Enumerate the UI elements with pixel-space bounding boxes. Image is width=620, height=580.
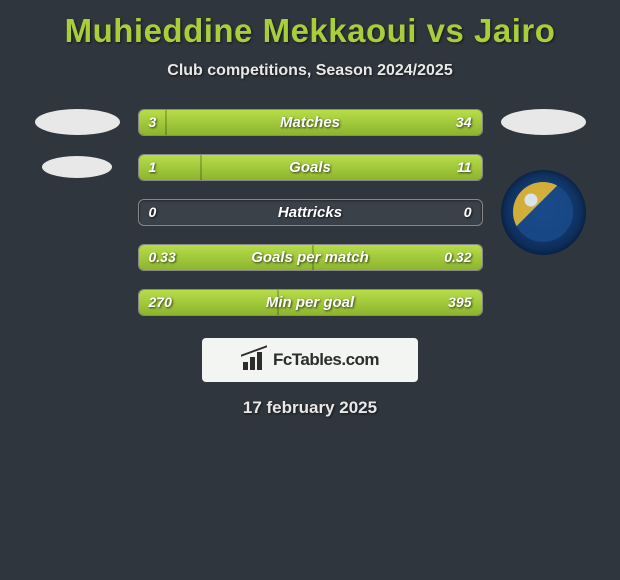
left-badge-slot	[35, 101, 120, 143]
stat-bar: 0.330.32Goals per match	[138, 244, 483, 271]
date-caption: 17 february 2025	[0, 398, 620, 418]
page-title: Muhieddine Mekkaoui vs Jairo	[0, 8, 620, 62]
brand-logo[interactable]: FcTables.com	[202, 338, 418, 382]
brand-text: FcTables.com	[273, 350, 379, 370]
comparison-panel: Muhieddine Mekkaoui vs Jairo Club compet…	[0, 0, 620, 418]
left-badge-slot	[35, 236, 120, 278]
stat-label: Matches	[139, 110, 482, 135]
stat-row: 334Matches	[0, 108, 620, 136]
stat-bar: 334Matches	[138, 109, 483, 136]
player-badge-left	[42, 156, 112, 178]
stat-label: Goals per match	[139, 245, 482, 270]
stat-bar: 270395Min per goal	[138, 289, 483, 316]
stat-rows: 334Matches 111Goals 00Hattricks 0.330.32Goa…	[0, 108, 620, 316]
stat-row: 00Hattricks	[0, 198, 620, 226]
stat-row: 270395Min per goal	[0, 288, 620, 316]
brand-chart-icon	[241, 350, 267, 370]
stat-bar: 111Goals	[138, 154, 483, 181]
player-badge-left	[35, 109, 120, 135]
club-badge-right	[501, 170, 586, 255]
right-badge-slot	[501, 170, 586, 255]
player-badge-right	[501, 109, 586, 135]
stat-label: Min per goal	[139, 290, 482, 315]
left-badge-slot	[35, 146, 120, 188]
right-badge-slot	[501, 281, 586, 323]
subtitle: Club competitions, Season 2024/2025	[0, 62, 620, 80]
stat-bar: 00Hattricks	[138, 199, 483, 226]
right-badge-slot	[501, 101, 586, 143]
left-badge-slot	[35, 281, 120, 323]
left-badge-slot	[35, 191, 120, 233]
stat-label: Hattricks	[139, 200, 482, 225]
stat-label: Goals	[139, 155, 482, 180]
